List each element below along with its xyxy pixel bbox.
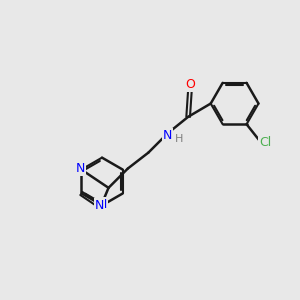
Text: N: N	[98, 198, 107, 211]
Text: N: N	[94, 199, 104, 212]
Text: H: H	[175, 134, 183, 144]
Text: N: N	[163, 129, 172, 142]
Text: O: O	[185, 78, 195, 91]
Text: N: N	[76, 162, 85, 175]
Text: Cl: Cl	[259, 136, 271, 149]
